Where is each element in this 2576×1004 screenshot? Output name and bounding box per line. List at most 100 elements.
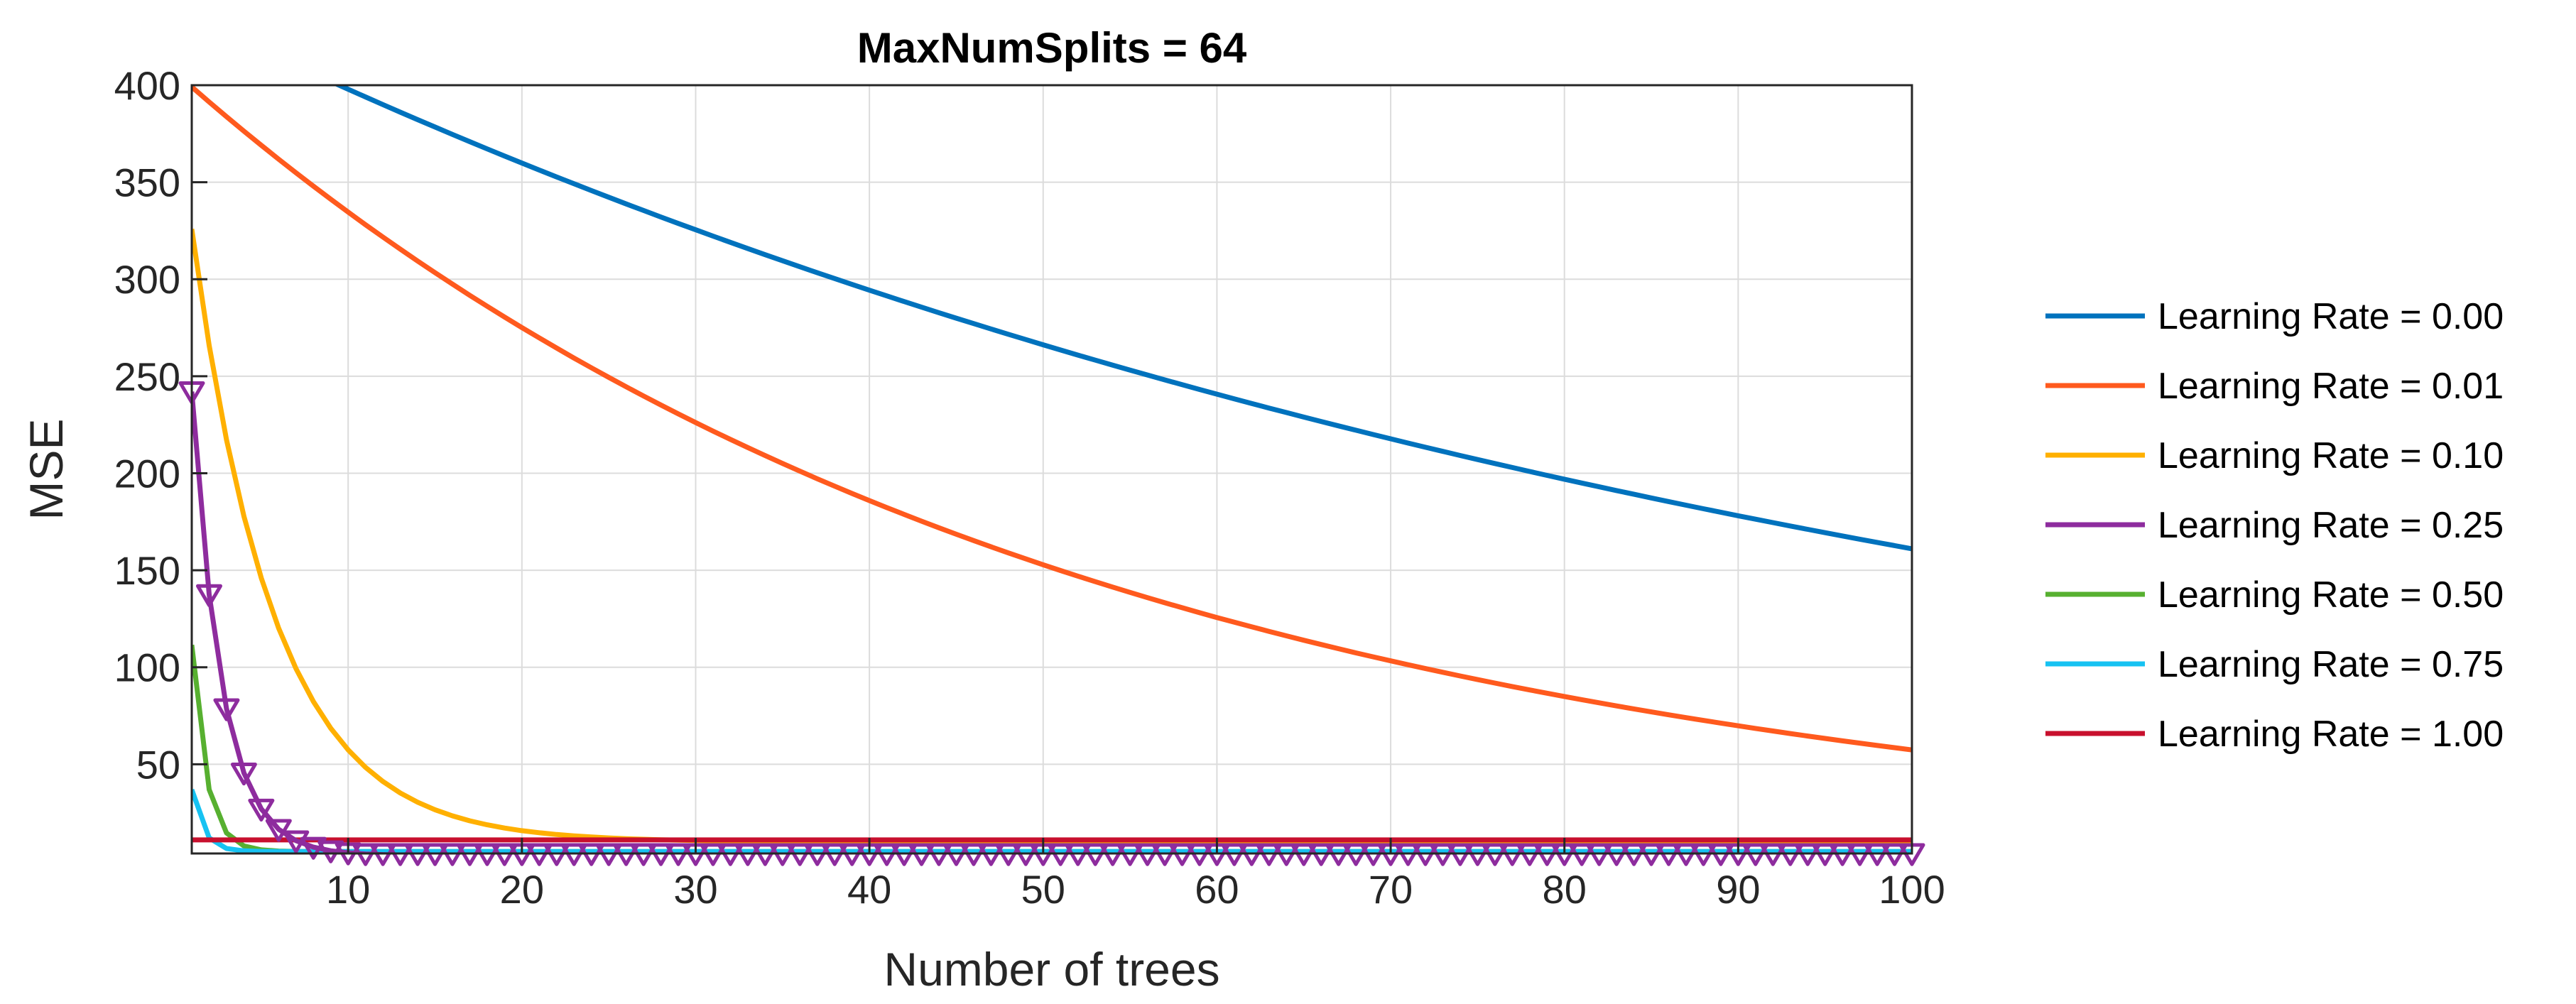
series-marker-point <box>960 843 987 866</box>
series-marker-point <box>369 843 396 866</box>
series-marker-point <box>1012 843 1039 866</box>
series-marker-point <box>404 843 431 866</box>
series-marker-point <box>1099 843 1126 866</box>
series-marker-point <box>1829 843 1856 866</box>
x-tick-label: 10 <box>326 867 370 912</box>
series-marker-point <box>1864 843 1891 866</box>
series-marker-point <box>1395 843 1422 866</box>
series-marker-point <box>526 843 553 866</box>
series-marker-point <box>734 843 761 866</box>
series-marker-point <box>751 843 778 866</box>
series-line-2 <box>192 85 1912 753</box>
series-marker-point <box>1116 843 1143 866</box>
series-marker-point <box>1759 843 1786 866</box>
series-marker-point <box>1360 843 1387 866</box>
y-tick-label: 50 <box>136 742 180 787</box>
legend-entry-label: Learning Rate = 0.00 <box>2158 296 2504 337</box>
series-marker-point <box>908 843 935 866</box>
series-marker-point <box>422 843 449 866</box>
series-marker-point <box>1499 843 1526 866</box>
series-marker-point <box>213 698 240 721</box>
series-marker-point <box>578 843 605 866</box>
series-marker-point <box>439 843 466 866</box>
series-marker-point <box>1742 843 1769 866</box>
chart-title: MaxNumSplits = 64 <box>857 24 1247 72</box>
series-marker-point <box>942 843 969 866</box>
series-marker-point <box>1047 843 1074 866</box>
series-marker-point <box>1134 843 1161 866</box>
series-marker-point <box>1794 843 1821 866</box>
series-marker-point <box>474 843 501 866</box>
series-marker-point <box>804 843 831 866</box>
series-marker-point <box>560 843 587 866</box>
plot-frame <box>190 84 1913 855</box>
series-marker-point <box>1516 843 1543 866</box>
series-marker-point <box>387 843 414 866</box>
legend-entry-label: Learning Rate = 0.50 <box>2158 574 2504 616</box>
x-axis-ticks: 10 20 30 40 50 60 70 80 90 100 <box>326 838 1945 912</box>
series-marker-point <box>1621 843 1648 866</box>
series-marker-point <box>1464 843 1491 866</box>
x-tick-label: 70 <box>1369 867 1413 912</box>
x-tick-label: 40 <box>847 867 891 912</box>
legend-entry-label: Learning Rate = 1.00 <box>2158 714 2504 755</box>
legend-entry-label: Learning Rate = 0.10 <box>2158 435 2504 476</box>
plot-background <box>192 85 1912 853</box>
series-marker-point <box>1429 843 1456 866</box>
series-marker-point <box>1273 843 1300 866</box>
series-marker-point <box>283 830 310 853</box>
series-marker-point <box>1342 843 1369 866</box>
series-marker-point <box>491 843 518 866</box>
series-marker-point <box>648 843 675 866</box>
x-tick-label: 90 <box>1716 867 1760 912</box>
series-marker-point <box>1151 843 1178 866</box>
series-marker-point <box>717 843 744 866</box>
series-marker-point <box>1638 843 1665 866</box>
series-marker-point <box>248 798 275 822</box>
series-marker-point <box>995 843 1022 866</box>
series-marker-point <box>1290 843 1317 866</box>
series-marker-point <box>839 843 866 866</box>
y-tick-label: 400 <box>114 63 180 108</box>
series-marker-point <box>456 843 483 866</box>
y-tick-label: 150 <box>114 548 180 593</box>
series-marker-point <box>1690 843 1717 866</box>
x-tick-label: 60 <box>1195 867 1239 912</box>
series-marker-point <box>595 843 622 866</box>
series-marker-point <box>700 843 727 866</box>
series-marker-point <box>1238 843 1265 866</box>
series-marker-point <box>613 843 640 866</box>
series-marker-point <box>230 762 257 786</box>
series-marker-point <box>925 843 952 866</box>
x-tick-label: 20 <box>500 867 544 912</box>
x-tick-label: 80 <box>1543 867 1587 912</box>
series-marker-point <box>1777 843 1804 866</box>
series-marker-point <box>1082 843 1109 866</box>
series-marker-point <box>1568 843 1595 866</box>
series-marker-point <box>1673 843 1700 866</box>
series-marker-point <box>1586 843 1613 866</box>
series-marker-point <box>874 843 901 866</box>
y-tick-label: 350 <box>114 160 180 205</box>
series-marker-point <box>1603 843 1630 866</box>
series-marker-point <box>1065 843 1092 866</box>
x-axis-label: Number of trees <box>884 943 1219 995</box>
series-marker-point <box>769 843 796 866</box>
series-marker-point <box>1221 843 1248 866</box>
y-axis-label: MSE <box>20 418 72 520</box>
legend-entry-label: Learning Rate = 0.75 <box>2158 644 2504 685</box>
series-marker-point <box>786 843 813 866</box>
legend: Learning Rate = 0.00 Learning Rate = 0.01… <box>2045 296 2504 755</box>
y-axis-ticks: 50 100 150 200 250 300 350 400 <box>114 63 207 787</box>
series-marker-point <box>195 584 222 608</box>
series-marker-point <box>1533 843 1560 866</box>
series-marker-point <box>1707 843 1734 866</box>
series-marker-point <box>300 836 327 860</box>
x-tick-label: 100 <box>1879 867 1945 912</box>
series-marker-point <box>265 819 292 842</box>
series-marker-point <box>977 843 1004 866</box>
series-marker-point <box>1325 843 1352 866</box>
series-marker-point <box>630 843 657 866</box>
series-marker-point <box>891 843 918 866</box>
